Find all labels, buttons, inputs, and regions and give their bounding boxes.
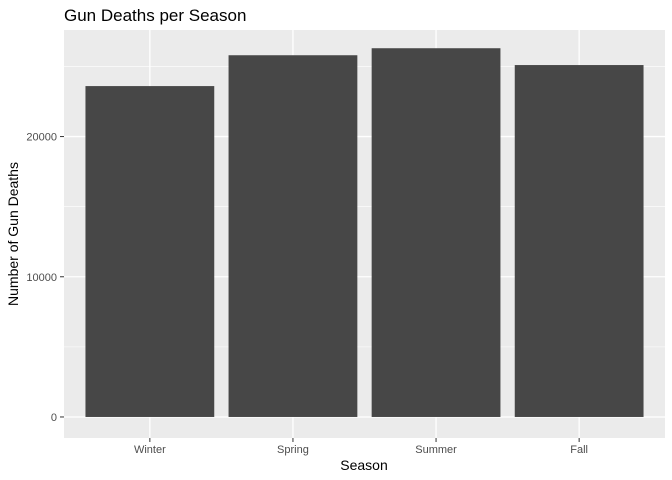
bars [85, 48, 644, 417]
x-tick-label: Summer [415, 444, 457, 456]
x-axis-ticks: Winter Spring Summer Fall [134, 438, 588, 456]
y-tick-label: 20000 [26, 132, 57, 144]
x-tick-label: Spring [277, 444, 309, 456]
x-tick-label: Winter [134, 444, 166, 456]
y-tick-label: 10000 [26, 272, 57, 284]
y-axis-ticks: 0 10000 20000 [26, 132, 64, 424]
x-tick-label: Fall [570, 444, 588, 456]
x-axis-title: Season [340, 457, 387, 473]
y-axis-title: Number of Gun Deaths [5, 162, 21, 306]
y-tick-label: 0 [51, 412, 57, 424]
bar-fall [514, 65, 644, 417]
bar-summer [371, 48, 501, 417]
bar-winter [85, 86, 215, 417]
bar-spring [228, 55, 358, 417]
chart-title: Gun Deaths per Season [64, 6, 246, 25]
